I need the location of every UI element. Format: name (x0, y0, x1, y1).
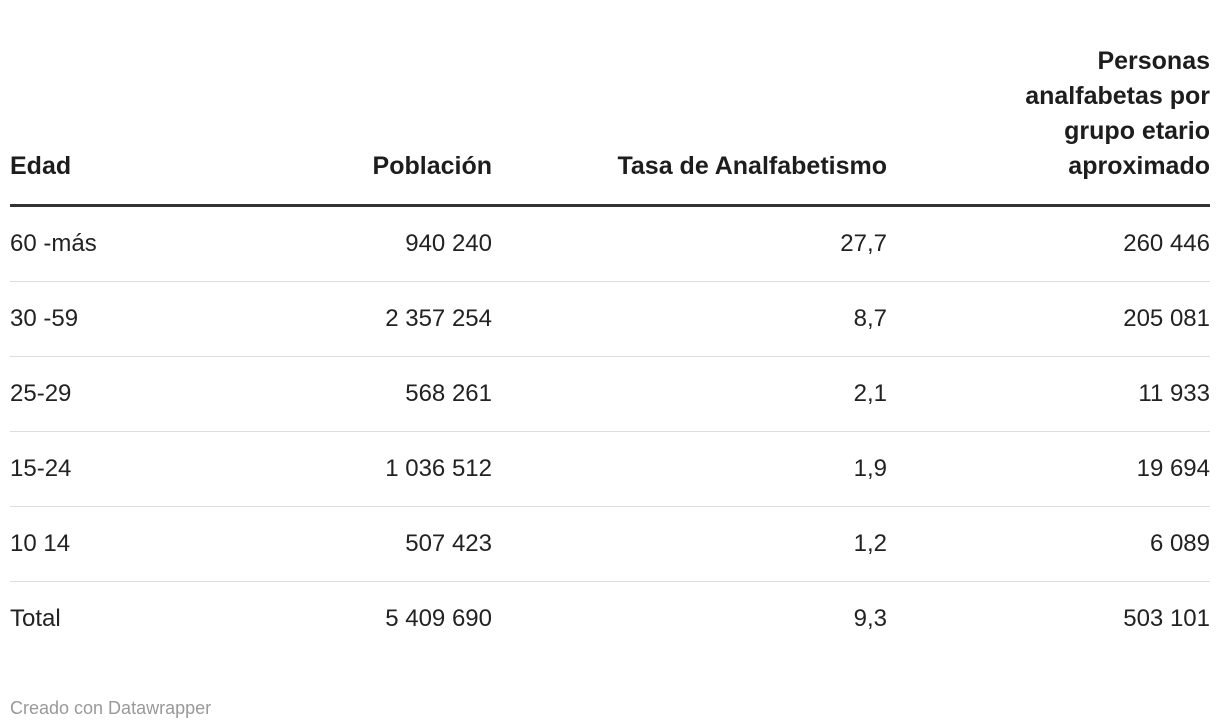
cell-tasa: 27,7 (492, 205, 887, 282)
cell-poblacion: 568 261 (210, 356, 492, 432)
column-header-poblacion: Población (210, 10, 492, 207)
cell-tasa: 1,2 (492, 506, 887, 582)
column-header-edad: Edad (10, 10, 210, 207)
column-header-label: Tasa de Analfabetismo (617, 152, 887, 180)
cell-personas: 205 081 (887, 281, 1210, 357)
cell-tasa: 9,3 (853, 605, 887, 632)
cell-poblacion: 1 036 512 (210, 431, 492, 507)
column-header-label: Población (372, 152, 492, 180)
table-row-30-59: 30 -59 2 357 254 8,7 205 081 (10, 281, 1210, 357)
datawrapper-credit-link[interactable]: Creado con Datawrapper (10, 698, 212, 718)
table-row-10-14: 10 14 507 423 1,2 6 089 (10, 506, 1210, 582)
cell-edad: 25-29 (10, 356, 210, 432)
data-table: Edad Población Tasa de Analfabetismo Per… (10, 10, 1210, 656)
cell-edad: Total (10, 605, 61, 632)
cell-poblacion: 507 423 (210, 506, 492, 582)
cell-personas: 11 933 (887, 356, 1210, 432)
table-row-15-24: 15-24 1 036 512 1,9 19 694 (10, 431, 1210, 507)
table-row-total: Total 5 409 690 9,3 503 101 (10, 582, 1210, 657)
column-header-label: Personas analfabetas por grupo etario ap… (1025, 47, 1210, 180)
column-header-personas-analfabetas: Personas analfabetas por grupo etario ap… (887, 10, 1210, 207)
header-row: Edad Población Tasa de Analfabetismo Per… (10, 10, 1210, 207)
cell-poblacion: 2 357 254 (210, 281, 492, 357)
cell-tasa: 8,7 (492, 281, 887, 357)
cell-personas: 6 089 (887, 506, 1210, 582)
cell-poblacion: 5 409 690 (385, 605, 492, 632)
cell-edad: 10 14 (10, 506, 210, 582)
cell-poblacion: 940 240 (210, 205, 492, 282)
table-row-25-29: 25-29 568 261 2,1 11 933 (10, 356, 1210, 432)
cell-tasa: 1,9 (492, 431, 887, 507)
column-header-label: Edad (10, 152, 72, 180)
cell-personas: 19 694 (887, 431, 1210, 507)
cell-edad: 15-24 (10, 431, 210, 507)
cell-edad: 60 -más (10, 205, 210, 282)
cell-personas: 503 101 (1123, 605, 1210, 632)
cell-tasa: 2,1 (492, 356, 887, 432)
column-header-tasa-analfabetismo: Tasa de Analfabetismo (492, 10, 887, 207)
cell-personas: 260 446 (887, 205, 1210, 282)
attribution-footer: Creado con Datawrapper (10, 698, 1210, 719)
cell-edad: 30 -59 (10, 281, 210, 357)
table-row-60-mas: 60 -más 940 240 27,7 260 446 (10, 205, 1210, 282)
